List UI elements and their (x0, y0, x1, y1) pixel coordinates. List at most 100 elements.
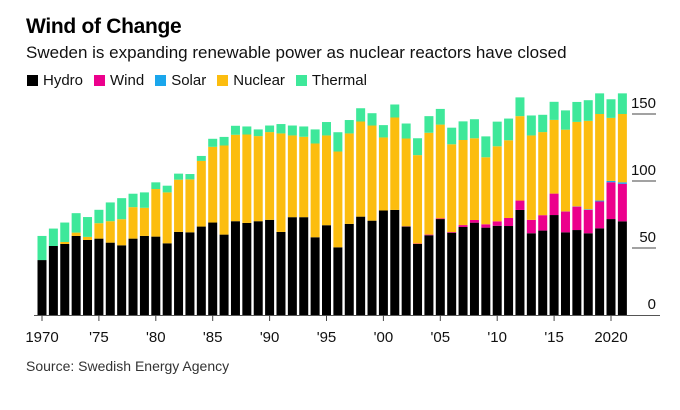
bar-hydro-2012 (515, 209, 525, 315)
bar-nuclear-1998 (356, 121, 366, 217)
bar-hydro-1980 (151, 236, 161, 315)
x-tick-label: '85 (203, 329, 223, 346)
bar-nuclear-2001 (390, 117, 400, 210)
bar-nuclear-2003 (413, 155, 423, 244)
bar-nuclear-2013 (526, 135, 536, 220)
bar-thermal-2000 (378, 125, 388, 138)
bar-hydro-1974 (83, 239, 93, 315)
legend-swatch-hydro (27, 75, 38, 86)
bar-nuclear-2017 (572, 121, 582, 207)
bar-nuclear-2002 (401, 138, 411, 227)
bar-nuclear-1986 (219, 145, 229, 235)
bar-thermal-1990 (265, 125, 275, 133)
bar-nuclear-1982 (174, 179, 184, 232)
bar-nuclear-2019 (595, 114, 605, 201)
bar-nuclear-1997 (344, 133, 354, 224)
x-tick-label: 1970 (25, 329, 58, 346)
y-axis: 0 50 100 150 (631, 95, 656, 313)
bar-hydro-1971 (48, 245, 58, 315)
legend-swatch-thermal (295, 75, 307, 86)
bar-wind-2011 (504, 217, 514, 227)
chart-subtitle: Sweden is expanding renewable power as n… (26, 43, 567, 62)
bar-thermal-1997 (344, 120, 354, 134)
bar-thermal-1981 (162, 185, 172, 193)
bar-thermal-1978 (128, 193, 138, 208)
bar-nuclear-2000 (378, 137, 388, 211)
bar-nuclear-1992 (287, 135, 297, 218)
bar-thermal-2012 (515, 97, 525, 117)
bar-hydro-2020 (606, 219, 616, 315)
bar-hydro-2016 (560, 232, 570, 315)
bar-thermal-1993 (299, 126, 309, 137)
bar-nuclear-1978 (128, 207, 138, 239)
bar-thermal-1988 (242, 126, 252, 135)
bar-thermal-2005 (435, 108, 445, 125)
bar-hydro-1985 (208, 222, 218, 315)
bar-wind-2015 (549, 193, 559, 216)
bar-nuclear-2005 (435, 124, 445, 219)
x-tick-label: '95 (317, 329, 337, 346)
bar-wind-2007 (458, 225, 468, 227)
bar-wind-2017 (572, 206, 582, 231)
chart-title: Wind of Change (26, 15, 182, 38)
bar-nuclear-2009 (481, 157, 491, 225)
bar-hydro-2001 (390, 209, 400, 315)
bar-thermal-1980 (151, 182, 161, 190)
legend-label-hydro: Hydro (43, 72, 84, 89)
bar-nuclear-1980 (151, 189, 161, 237)
bar-thermal-2014 (538, 114, 548, 133)
source-note: Source: Swedish Energy Agency (26, 358, 230, 374)
bar-nuclear-2008 (469, 138, 479, 220)
bar-thermal-1998 (356, 108, 366, 122)
bar-thermal-2009 (481, 136, 491, 158)
bar-hydro-2011 (504, 226, 514, 315)
bar-wind-2005 (435, 218, 445, 220)
bar-thermal-2013 (526, 115, 536, 136)
x-tick-label: '90 (260, 329, 280, 346)
bar-hydro-1998 (356, 216, 366, 315)
bar-hydro-2018 (583, 233, 593, 315)
bar-hydro-2005 (435, 219, 445, 315)
x-tick-label: '00 (374, 329, 394, 346)
bar-wind-2004 (424, 234, 434, 236)
bar-solar-2019 (595, 200, 605, 202)
bar-nuclear-1993 (299, 136, 309, 218)
bar-thermal-1979 (139, 192, 149, 208)
bar-wind-2014 (538, 215, 548, 231)
bar-thermal-1984 (196, 155, 206, 161)
bar-hydro-1991 (276, 231, 286, 315)
bar-nuclear-1985 (208, 146, 218, 223)
bar-wind-2012 (515, 200, 525, 210)
bar-solar-2020 (606, 180, 616, 183)
bar-nuclear-1984 (196, 160, 206, 227)
bar-thermal-1976 (105, 202, 115, 222)
x-axis: 1970 '75 '80 '85 '90 '95 '00 '05 '10 '15 2020 (25, 315, 660, 346)
bar-hydro-2009 (481, 227, 491, 315)
bar-nuclear-1995 (322, 135, 331, 226)
bar-nuclear-2006 (447, 144, 457, 233)
bar-nuclear-2011 (504, 140, 514, 218)
y-tick-label: 50 (639, 229, 656, 246)
bar-thermal-2018 (583, 100, 593, 121)
bar-hydro-1992 (287, 217, 297, 315)
bar-hydro-1999 (367, 220, 377, 315)
bar-thermal-1973 (71, 213, 81, 233)
bar-hydro-1975 (94, 238, 104, 315)
bar-thermal-2008 (469, 119, 479, 139)
bar-wind-2018 (583, 209, 593, 234)
bar-hydro-2008 (469, 222, 479, 315)
bar-thermal-2016 (560, 110, 570, 130)
bar-thermal-1972 (60, 222, 70, 242)
bar-wind-2013 (526, 219, 536, 234)
bar-nuclear-2016 (560, 129, 570, 212)
x-tick-label: '15 (544, 329, 564, 346)
bar-thermal-1970 (37, 235, 47, 261)
bar-nuclear-2012 (515, 116, 525, 201)
legend-item-hydro: Hydro (27, 72, 83, 89)
legend-item-wind: Wind (94, 72, 144, 89)
bar-nuclear-2014 (538, 132, 548, 216)
legend-label-wind: Wind (110, 72, 145, 89)
legend-item-nuclear: Nuclear (217, 72, 285, 89)
legend-swatch-solar (155, 75, 167, 86)
bar-nuclear-1981 (162, 192, 172, 244)
